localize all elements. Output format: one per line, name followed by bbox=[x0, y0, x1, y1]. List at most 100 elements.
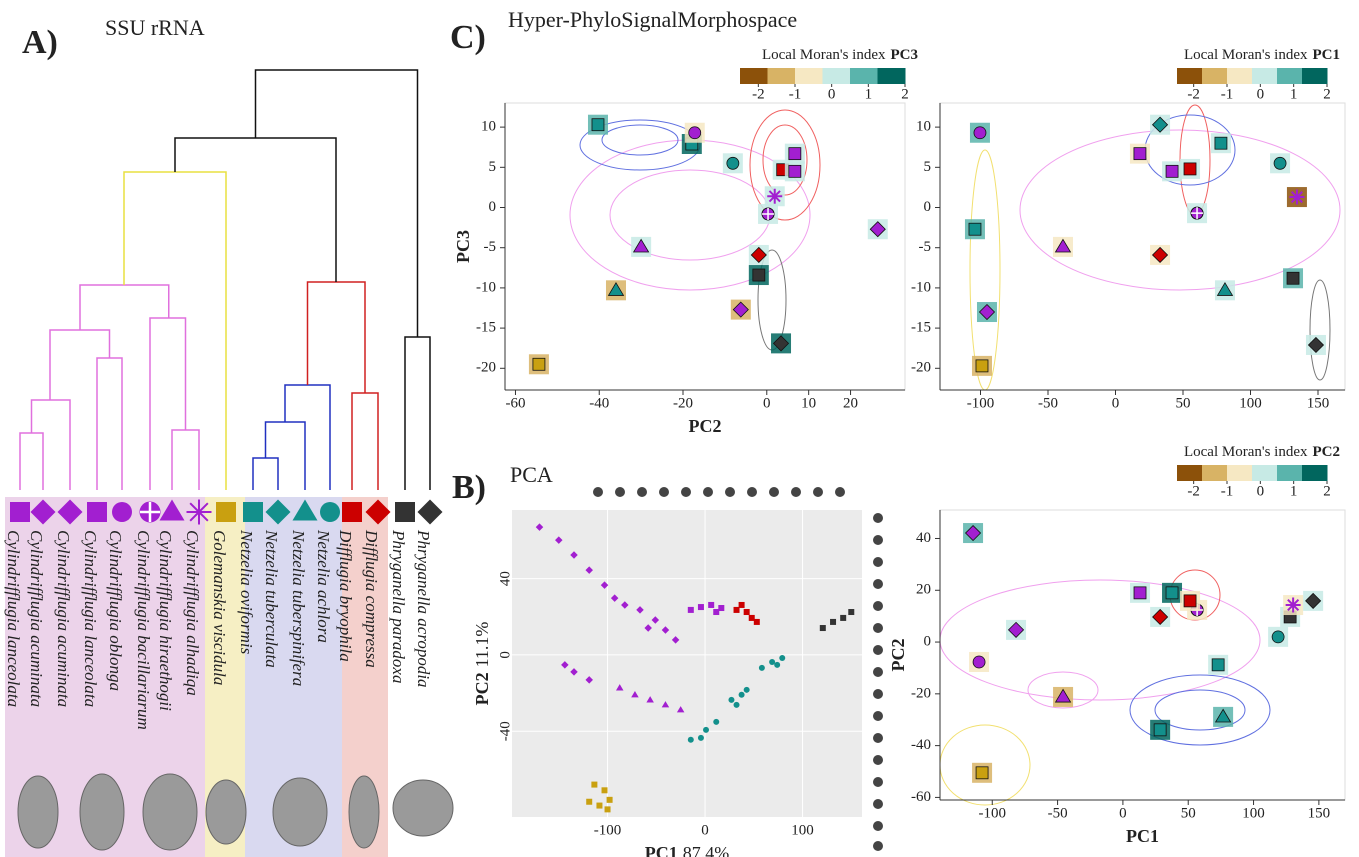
asterisk-marker bbox=[767, 188, 783, 204]
x-tick-label: 50 bbox=[1181, 805, 1196, 821]
x-tick-label: 0 bbox=[701, 822, 709, 838]
shell bbox=[272, 777, 328, 847]
diamond-marker bbox=[1151, 246, 1169, 264]
dot bbox=[637, 487, 647, 497]
diamond-marker bbox=[610, 594, 619, 602]
contour bbox=[969, 149, 1001, 391]
triangle-marker bbox=[631, 691, 639, 698]
square-marker bbox=[968, 222, 982, 236]
triangle-marker bbox=[1216, 282, 1234, 296]
y-axis-label: PC2 11.1% bbox=[472, 622, 492, 706]
colorbar-title-text: Local Moran's index bbox=[1184, 47, 1308, 63]
colorbar-swatch bbox=[1252, 68, 1278, 84]
colorbar-swatch bbox=[1177, 68, 1203, 84]
plot-background bbox=[512, 510, 862, 817]
y-tick-label: -20 bbox=[476, 360, 496, 376]
dot bbox=[703, 487, 713, 497]
colorbar-tick-label: -2 bbox=[1187, 86, 1200, 102]
dot bbox=[873, 733, 883, 743]
contour bbox=[1309, 279, 1331, 381]
circle-plus-marker bbox=[761, 207, 775, 221]
circle-marker bbox=[774, 661, 781, 668]
yellow-clade bbox=[123, 171, 227, 490]
blue-clade bbox=[252, 384, 331, 490]
dot bbox=[873, 821, 883, 831]
diamond-marker bbox=[30, 499, 56, 525]
triangle-marker bbox=[646, 696, 654, 703]
colorbar-title-pc: PC3 bbox=[891, 47, 919, 63]
shell-images bbox=[17, 773, 454, 851]
y-tick-label: -5 bbox=[484, 239, 497, 255]
diamond-marker bbox=[570, 551, 578, 559]
colorbar-tick-label: 0 bbox=[828, 86, 836, 102]
diamond-marker bbox=[555, 536, 563, 544]
x-tick-label: 150 bbox=[1307, 395, 1330, 411]
x-axis-name: PC2 bbox=[689, 416, 722, 436]
circle-marker bbox=[973, 126, 987, 140]
dot bbox=[873, 579, 883, 589]
marker-plus bbox=[1191, 207, 1204, 220]
colorbar-swatch bbox=[1177, 465, 1203, 481]
dot bbox=[873, 623, 883, 633]
marker-plus bbox=[140, 502, 160, 522]
diamond-marker bbox=[964, 524, 982, 542]
square-marker bbox=[738, 601, 745, 608]
square-marker bbox=[586, 798, 593, 805]
square-marker bbox=[1286, 271, 1300, 285]
square-marker bbox=[848, 609, 855, 616]
x-tick-label: -60 bbox=[505, 395, 525, 411]
colorbar-swatch bbox=[1252, 465, 1278, 481]
colorbar-title: Local Moran's index PC1 bbox=[1184, 47, 1340, 63]
y-tick-label: -15 bbox=[476, 320, 496, 336]
y-tick-label: 5 bbox=[489, 159, 497, 175]
taxon-name: Phryganella paradoxa bbox=[389, 529, 408, 683]
diamond-marker bbox=[1007, 621, 1025, 638]
circle-marker bbox=[726, 156, 740, 170]
colorbar-swatch bbox=[1302, 68, 1328, 84]
taxon-name: Phryganella acropodia bbox=[414, 529, 433, 688]
x-tick-label: 10 bbox=[801, 395, 816, 411]
x-axis-name: PC1 bbox=[645, 843, 678, 857]
dot bbox=[873, 841, 883, 851]
shell bbox=[17, 775, 59, 849]
square-marker bbox=[718, 605, 725, 612]
shell bbox=[205, 779, 247, 845]
square-marker bbox=[1165, 164, 1179, 178]
dendrogram bbox=[19, 69, 431, 490]
circle-plus-marker bbox=[1190, 206, 1204, 220]
asterisk-marker bbox=[1285, 597, 1301, 613]
x-tick-label: -100 bbox=[967, 395, 995, 411]
dot bbox=[659, 487, 669, 497]
diamond-marker bbox=[535, 523, 544, 531]
colorbar-title-pc: PC2 bbox=[1313, 444, 1341, 460]
circle-marker bbox=[733, 701, 740, 708]
colorbar-swatch bbox=[1277, 68, 1303, 84]
dot bbox=[873, 667, 883, 677]
contour bbox=[601, 124, 679, 156]
square-marker bbox=[591, 118, 605, 132]
y-tick-label: -10 bbox=[476, 279, 496, 295]
square-marker bbox=[601, 787, 608, 794]
dot bbox=[873, 601, 883, 611]
diamond-marker bbox=[1307, 336, 1325, 354]
colorbar-swatch bbox=[1302, 465, 1328, 481]
y-tick-label: 10 bbox=[916, 119, 931, 135]
triangle-marker bbox=[632, 238, 650, 253]
square-marker bbox=[1214, 136, 1228, 150]
circle-marker bbox=[688, 126, 702, 140]
square-marker bbox=[687, 606, 694, 613]
triangle-marker bbox=[607, 282, 625, 296]
square-marker bbox=[10, 502, 30, 522]
shell bbox=[348, 775, 380, 849]
contour bbox=[1154, 689, 1246, 731]
y-axis-name: PC2 bbox=[888, 639, 908, 672]
square-marker bbox=[748, 614, 755, 621]
asterisk-marker bbox=[186, 499, 212, 525]
square-marker bbox=[606, 796, 613, 803]
y-tick-label: 40 bbox=[497, 571, 513, 586]
dot bbox=[681, 487, 691, 497]
colorbar-swatch bbox=[1227, 68, 1253, 84]
taxon-name: Netzelia oviformis bbox=[237, 529, 256, 655]
y-tick-label: -20 bbox=[911, 360, 931, 376]
diamond-marker bbox=[651, 616, 660, 624]
